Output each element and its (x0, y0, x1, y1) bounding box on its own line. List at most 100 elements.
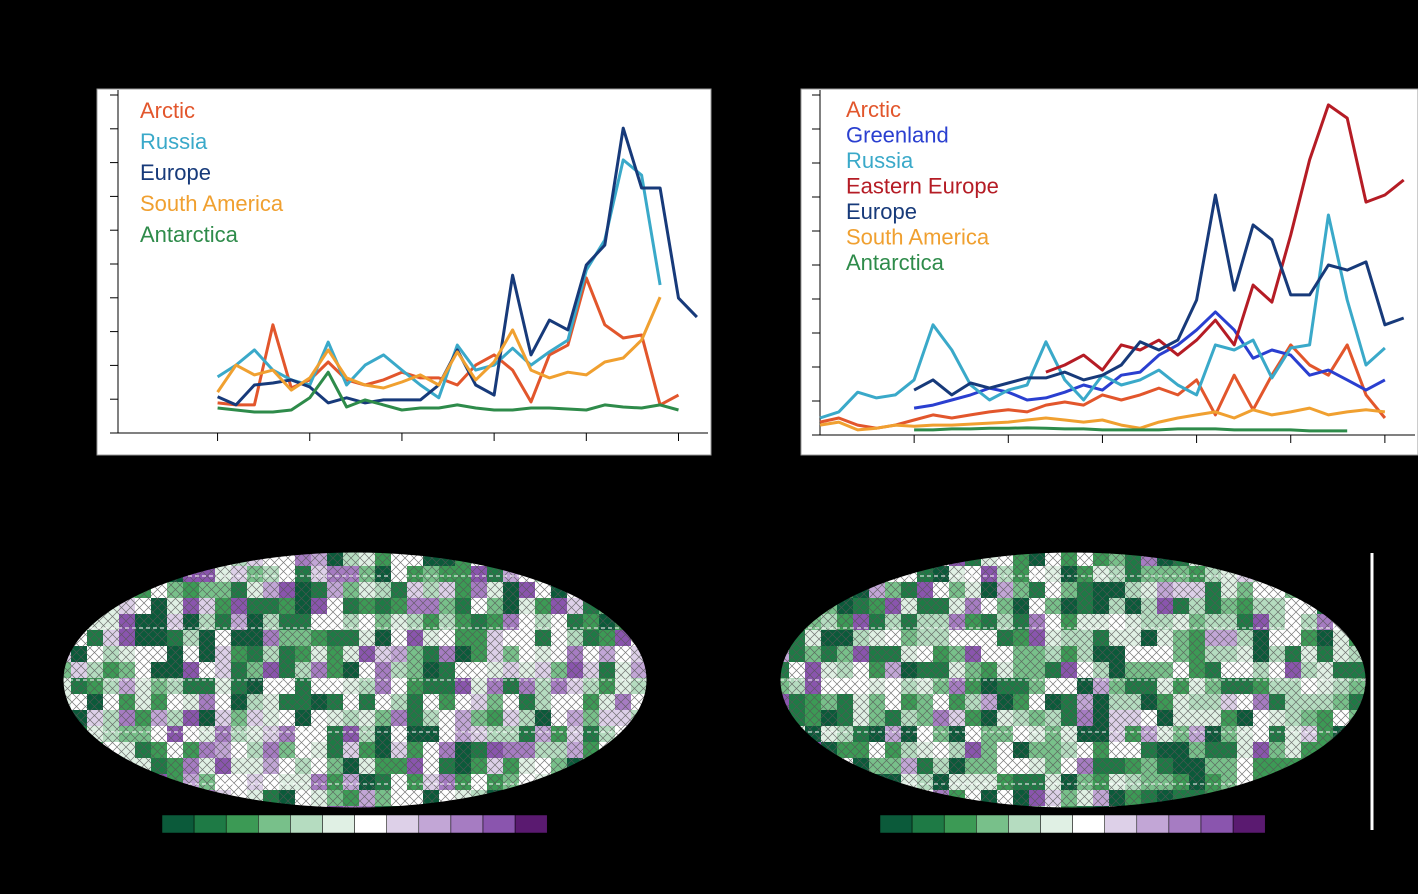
series-line (913, 193, 1405, 397)
map-cell (1269, 566, 1285, 582)
colorbar-swatch (1168, 814, 1202, 834)
map-cell (631, 582, 647, 598)
map-cell (647, 678, 663, 694)
colorbar-swatch (193, 814, 227, 834)
map-cell (805, 758, 821, 774)
map-cell (103, 774, 119, 790)
map-cell (1333, 774, 1349, 790)
map-cell (1285, 806, 1301, 808)
map-cell (837, 774, 853, 790)
map-cell (647, 774, 663, 790)
map-cell (199, 552, 215, 566)
map-cell (1317, 566, 1333, 582)
map-cell (821, 566, 837, 582)
map-cell (647, 726, 663, 742)
series-line (216, 296, 662, 393)
map-cell (821, 774, 837, 790)
map-cell (933, 552, 949, 566)
map-cell (837, 806, 853, 808)
map-cell (631, 774, 647, 790)
map-cell (1333, 790, 1349, 806)
map-cell (647, 614, 663, 630)
map-cell (615, 742, 631, 758)
map-cell (805, 598, 821, 614)
map-cell (647, 550, 663, 566)
map-cell (119, 566, 135, 582)
map-cell (87, 582, 103, 598)
map-cell (631, 806, 647, 808)
series-line (819, 343, 1387, 430)
map-cell (615, 566, 631, 582)
map-cell (63, 758, 71, 774)
legend-label: Russia (846, 148, 914, 173)
series-line (914, 426, 1348, 433)
map-cell (1317, 774, 1333, 790)
map-cell (183, 552, 199, 566)
colorbar-swatch (976, 814, 1009, 834)
map-cell (535, 790, 551, 806)
map-cell (487, 552, 503, 566)
map-cell (551, 790, 567, 806)
map-cell (780, 774, 789, 790)
map-cell (1269, 806, 1285, 808)
colorbar-swatch (450, 814, 484, 834)
map-cell (789, 598, 805, 614)
map-cell (567, 790, 583, 806)
map-cell (1317, 552, 1333, 566)
colorbar-swatch (258, 814, 291, 834)
map-cell (503, 790, 519, 806)
map-cell (647, 646, 663, 662)
map-cell (631, 758, 647, 774)
map-cell (631, 742, 647, 758)
map-cell (789, 806, 805, 808)
map-cell (1333, 742, 1349, 758)
map-cell (1333, 598, 1349, 614)
map-cell (1237, 552, 1253, 566)
map-cell (821, 552, 837, 566)
map-cell (647, 598, 663, 614)
map-cell (599, 790, 615, 806)
colorbar-swatch (1072, 814, 1105, 834)
map-cell (119, 774, 135, 790)
map-cell (71, 774, 87, 790)
legend-label: South America (140, 191, 284, 216)
map-cell (167, 552, 183, 566)
map-cell (599, 582, 615, 598)
colorbar-swatch (290, 814, 323, 834)
map-cell (119, 582, 135, 598)
map-cell (167, 790, 183, 806)
series-line (1045, 103, 1405, 374)
series-line (217, 370, 679, 414)
map-cell (647, 630, 663, 646)
legend-label: South America (846, 224, 990, 249)
map-cell (215, 552, 231, 566)
map-cell (821, 758, 837, 774)
map-cell (647, 662, 663, 678)
map-cell (599, 774, 615, 790)
map-cell (821, 806, 837, 808)
map-cell (631, 552, 647, 566)
legend-label: Antarctica (140, 222, 239, 247)
colorbar-swatch (943, 814, 977, 834)
map-cell (789, 566, 805, 582)
map-cell (567, 552, 583, 566)
map-cell (503, 552, 519, 566)
map-cell (917, 552, 933, 566)
map-cell (1285, 790, 1301, 806)
map-cell (837, 582, 853, 598)
map-cell (71, 614, 87, 630)
map-cell (1301, 790, 1317, 806)
map-cell (1237, 790, 1253, 806)
series-line (819, 406, 1386, 432)
map-cell (519, 790, 535, 806)
map-cell (780, 614, 789, 630)
map (780, 552, 1366, 808)
map-cell (63, 552, 71, 566)
map-cell (647, 694, 663, 710)
map-cell (87, 758, 103, 774)
map-cell (63, 598, 71, 614)
map-cell (71, 742, 87, 758)
map-cell (63, 710, 71, 726)
